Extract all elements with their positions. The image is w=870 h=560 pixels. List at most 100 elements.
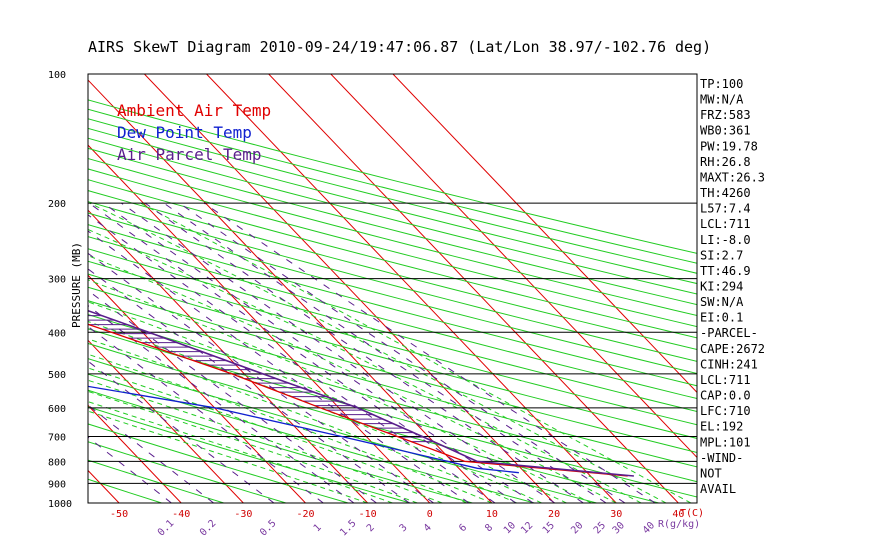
dry-adiabat-line: [88, 179, 697, 339]
plot-border: [87, 73, 698, 504]
moist-adiabat-line: [88, 410, 368, 503]
bottom-temp-tick-label: 0: [427, 509, 433, 520]
bottom-temp-tick-label: 30: [610, 509, 622, 520]
mixing-ratio-tick-label: 4: [422, 522, 434, 534]
stability-index: FRZ:583: [700, 108, 751, 122]
dry-adiabat-line: [88, 158, 697, 317]
dry-adiabat-line: [88, 127, 697, 285]
mixing-ratio-tick-label: 2: [365, 522, 377, 534]
dry-adiabat-line: [88, 260, 697, 426]
dry-adiabat-line: [88, 190, 697, 351]
bottom-temp-tick-label: 40: [672, 509, 684, 520]
dry-adiabat-line: [88, 406, 411, 503]
mixing-ratio-tick-label: 0.2: [198, 518, 219, 539]
series-line-3: [88, 309, 634, 477]
y-axis-label: PRESSURE (MB): [70, 242, 83, 328]
stability-index: MAXT:26.3: [700, 170, 765, 184]
bottom-temp-tick-label: -40: [172, 509, 190, 520]
bottom-temp-tick-label: -30: [234, 509, 252, 520]
stability-index: SW:N/A: [700, 295, 744, 309]
plot-frame: [87, 73, 698, 504]
mixing-ratio-tick-label: 0.5: [258, 518, 279, 539]
stability-index: KI:294: [700, 280, 743, 294]
stability-index: LCL:711: [700, 373, 751, 387]
mixing-ratio-tick-label: 3: [398, 522, 410, 534]
chart-title: AIRS SkewT Diagram 2010-09-24/19:47:06.8…: [88, 38, 711, 56]
dry-adiabat-line: [88, 389, 473, 503]
dry-adiabat-line: [88, 423, 349, 503]
mixing-ratio-tick-label: 12: [519, 520, 535, 536]
isotherm-line: [88, 274, 306, 503]
dry-adiabat-line: [88, 201, 697, 362]
isotherm-line: [206, 74, 617, 503]
dry-adiabat-line: [88, 168, 697, 328]
mixing-ratio-tick-label: 1.5: [338, 518, 359, 539]
dry-adiabat-line: [88, 236, 697, 400]
stability-index: CINH:241: [700, 357, 758, 371]
bottom-temp-tick-label: -20: [296, 509, 314, 520]
stability-index: EI:0.1: [700, 311, 743, 325]
dry-adiabat-line: [88, 358, 597, 503]
dry-adiabat-line: [88, 286, 697, 454]
isotherm-line: [268, 74, 679, 503]
mixing-ratio-line: [88, 202, 517, 503]
dry-adiabat-line: [88, 248, 697, 413]
pressure-tick-label: 200: [48, 199, 66, 210]
mixing-ratio-tick-label: 15: [541, 520, 557, 536]
legend: Ambient Air Temp Dew Point Temp Air Parcel…: [117, 101, 271, 164]
dry-adiabat-line: [88, 273, 697, 439]
stability-index: TT:46.9: [700, 264, 751, 278]
pressure-tick-label: 900: [48, 479, 66, 490]
dry-adiabat-line: [88, 328, 697, 498]
plot-area: [88, 74, 697, 503]
stability-index: LI:-8.0: [700, 233, 751, 247]
mixing-ratio-tick-label: 20: [569, 520, 585, 536]
dry-adiabat-line: [88, 108, 697, 264]
mixing-ratio-tick-label: 0.1: [156, 518, 177, 539]
mixing-ratio-tick-label: 10: [502, 520, 518, 536]
stability-index: LFC:710: [700, 404, 751, 418]
pressure-tick-label: 300: [48, 275, 66, 286]
pressure-tick-label: 1000: [48, 499, 72, 510]
stability-index: CAP:0.0: [700, 389, 751, 403]
bottom-temp-tick-label: -50: [110, 509, 128, 520]
dry-adiabat-line: [88, 224, 697, 387]
moist-adiabat-line: [88, 320, 542, 503]
stability-index: TH:4260: [700, 186, 751, 200]
mixing-ratio-line: [179, 202, 626, 503]
moist-adiabat-line: [88, 379, 443, 503]
mixing-ratio-line: [88, 436, 172, 503]
moist-adiabat-line: [88, 279, 592, 503]
moist-adiabat-line: [89, 202, 667, 503]
bottom-temp-tick-label: 20: [548, 509, 560, 520]
pressure-tick-label: 400: [48, 328, 66, 339]
isotherm-line: [330, 74, 697, 459]
legend-entry: Dew Point Temp: [117, 123, 252, 142]
dry-adiabat-line: [88, 300, 697, 468]
bottom-temp-tick-label: -10: [359, 509, 377, 520]
legend-entry: Air Parcel Temp: [117, 145, 262, 164]
stability-index: TP:100: [700, 77, 743, 91]
pressure-tick-label: 800: [48, 457, 66, 468]
stability-index: PW:19.78: [700, 139, 758, 153]
dry-adiabat-line: [88, 342, 659, 503]
mixing-ratio-line: [88, 268, 410, 503]
dry-adiabat-line: [88, 118, 697, 274]
mixing-ratio-tick-label: 6: [457, 522, 469, 534]
stability-index: EL:192: [700, 420, 743, 434]
stability-index: SI:2.7: [700, 248, 743, 262]
mixing-ratio-tick-label: 40: [641, 520, 657, 536]
x-axis-label: T(C): [680, 508, 704, 519]
stability-index: -PARCEL-: [700, 326, 758, 340]
mixing-ratio-line: [163, 202, 607, 503]
dry-adiabat-line: [88, 314, 697, 483]
moist-adiabat-line: [88, 301, 567, 503]
moist-adiabat-line: [88, 367, 468, 503]
stability-index: AVAIL: [700, 482, 736, 496]
mixing-ratio-tick-label: 30: [611, 520, 627, 536]
stability-index: -WIND-: [700, 451, 743, 465]
moist-adiabat-line: [88, 255, 617, 503]
mixing-ratio-line: [88, 305, 355, 503]
